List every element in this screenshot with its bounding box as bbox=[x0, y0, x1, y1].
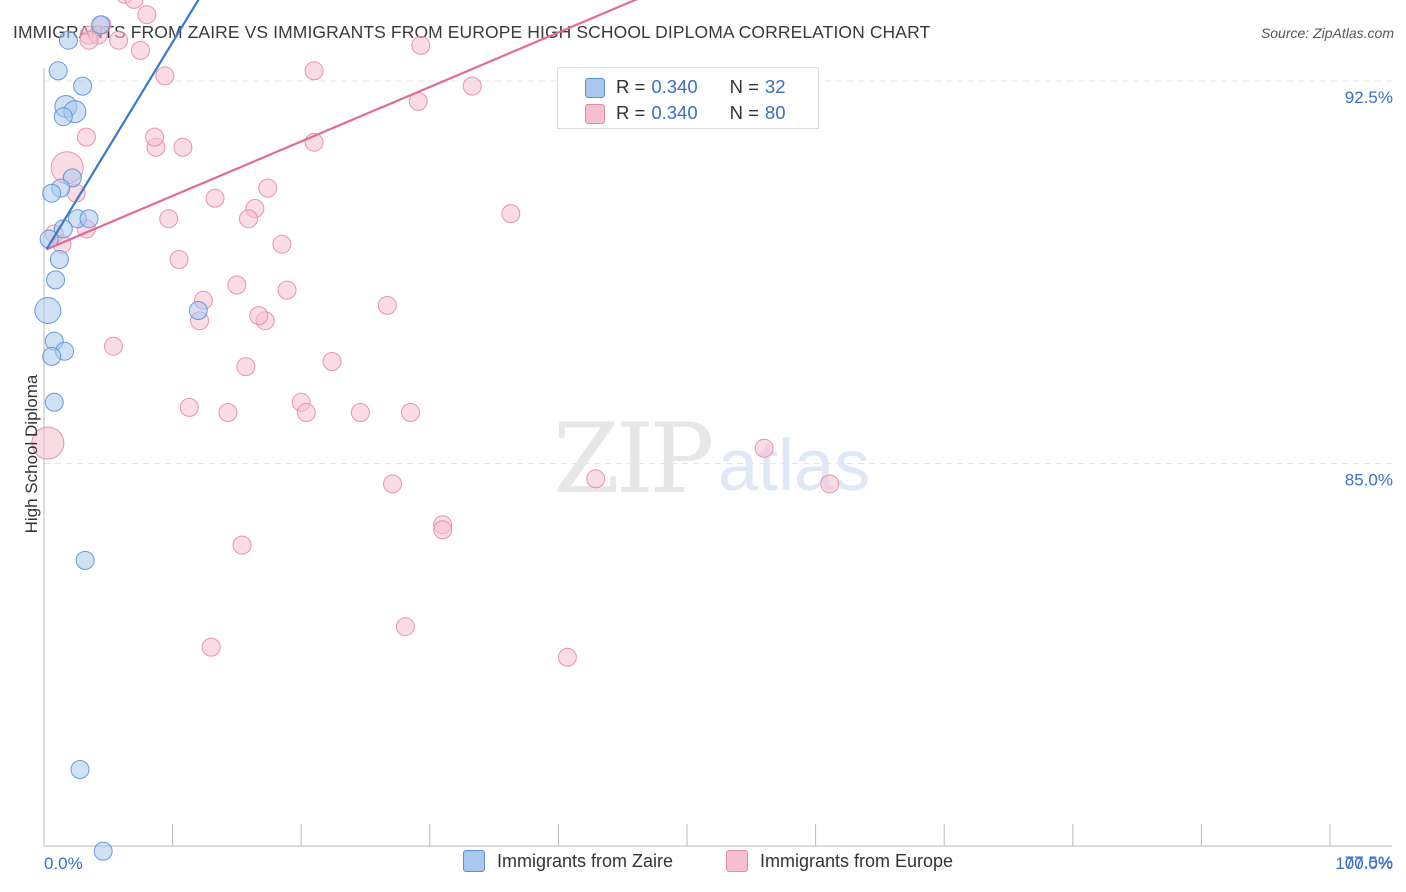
europe-point bbox=[201, 637, 221, 657]
zaire-point bbox=[188, 301, 208, 320]
europe-point bbox=[272, 234, 292, 254]
europe-point bbox=[820, 474, 840, 494]
source-label: Source: ZipAtlas.com bbox=[1260, 25, 1394, 41]
stats-row-zaire: R = 0.340 N = 32 bbox=[585, 74, 786, 100]
europe-point bbox=[109, 30, 129, 50]
europe-point bbox=[433, 520, 453, 540]
r-label: R = bbox=[616, 102, 646, 123]
europe-point bbox=[79, 30, 99, 50]
n-value-europe: 80 bbox=[764, 102, 786, 123]
r-label: R = bbox=[616, 76, 646, 97]
y-tick-label: 92.5% bbox=[1345, 88, 1393, 107]
europe-point bbox=[137, 5, 157, 25]
europe-point bbox=[103, 336, 123, 356]
europe-point bbox=[124, 0, 144, 9]
zaire-point bbox=[93, 841, 113, 861]
y-tick-label: 77.5% bbox=[1345, 853, 1393, 872]
europe-point bbox=[155, 66, 175, 86]
watermark-zip: ZIP bbox=[553, 403, 712, 515]
europe-point bbox=[169, 250, 189, 269]
europe-point bbox=[205, 188, 225, 208]
europe-point bbox=[296, 403, 316, 422]
legend-label-europe: Immigrants from Europe bbox=[760, 850, 954, 871]
europe-point bbox=[179, 397, 199, 417]
europe-point bbox=[238, 209, 258, 229]
europe-point bbox=[501, 204, 521, 224]
r-value-europe: 0.340 bbox=[651, 102, 698, 123]
europe-point bbox=[277, 280, 297, 300]
europe-point bbox=[232, 535, 252, 555]
europe-point bbox=[236, 357, 256, 377]
zaire-point bbox=[49, 250, 69, 269]
zaire-swatch bbox=[585, 78, 605, 98]
y-axis-label: High School Diploma bbox=[22, 374, 41, 534]
europe-point bbox=[31, 426, 65, 460]
zaire-point bbox=[48, 61, 68, 81]
x-tick-labels: 0.0% 100.0% bbox=[44, 854, 1393, 873]
europe-point bbox=[130, 40, 150, 60]
europe-point bbox=[401, 403, 421, 422]
europe-point bbox=[145, 127, 165, 147]
zaire-point bbox=[34, 297, 62, 324]
europe-point bbox=[227, 275, 247, 295]
zaire-trend-line bbox=[45, 0, 200, 250]
europe-point bbox=[462, 76, 482, 96]
zaire-point bbox=[58, 30, 78, 50]
y-tick-label: 85.0% bbox=[1345, 471, 1393, 490]
n-label: N = bbox=[729, 76, 759, 97]
europe-point bbox=[249, 306, 269, 326]
trend-lines bbox=[45, 0, 638, 251]
y-tick-labels: 77.5%85.0%92.5%100.0% bbox=[1345, 88, 1393, 872]
zaire-point bbox=[44, 392, 64, 412]
zaire-point bbox=[42, 183, 62, 203]
europe-point bbox=[377, 295, 397, 315]
europe-point bbox=[218, 403, 238, 422]
zaire-point bbox=[53, 107, 73, 127]
europe-point bbox=[258, 178, 278, 198]
x-tick-label-min: 0.0% bbox=[44, 854, 83, 873]
europe-point bbox=[383, 474, 403, 494]
zaire-point bbox=[70, 760, 90, 779]
zaire-point bbox=[42, 346, 62, 366]
zaire-point bbox=[75, 550, 95, 570]
legend-item-europe[interactable]: Immigrants from Europe bbox=[726, 850, 953, 872]
europe-point bbox=[304, 61, 324, 81]
europe-point bbox=[395, 617, 415, 637]
europe-point bbox=[411, 35, 431, 55]
legend-swatch-zaire bbox=[463, 850, 485, 872]
europe-point bbox=[76, 127, 96, 147]
zaire-point bbox=[79, 209, 99, 229]
europe-point bbox=[557, 647, 577, 667]
europe-point bbox=[586, 469, 606, 489]
series-zaire bbox=[34, 15, 208, 861]
europe-point bbox=[350, 403, 370, 422]
n-label: N = bbox=[729, 102, 759, 123]
chart-title: IMMIGRANTS FROM ZAIRE VS IMMIGRANTS FROM… bbox=[13, 22, 931, 42]
x-tick-label-max: 100.0% bbox=[1335, 854, 1393, 873]
zaire-point bbox=[73, 76, 93, 96]
stats-legend: R = 0.340 N = 32 R = 0.340 N = 80 bbox=[557, 67, 819, 129]
europe-point bbox=[322, 352, 342, 371]
zaire-point bbox=[46, 270, 66, 290]
legend-swatch-europe bbox=[726, 850, 748, 872]
watermark-atlas: atlas bbox=[718, 426, 870, 506]
europe-point bbox=[173, 137, 193, 157]
europe-point bbox=[754, 438, 774, 458]
watermark: ZIP atlas bbox=[553, 403, 870, 515]
zaire-point bbox=[91, 15, 111, 35]
europe-trend-line bbox=[46, 0, 638, 251]
europe-swatch bbox=[585, 104, 605, 124]
legend-label-zaire: Immigrants from Zaire bbox=[497, 850, 674, 871]
bottom-legend: Immigrants from Zaire Immigrants from Eu… bbox=[0, 850, 1406, 878]
legend-item-zaire[interactable]: Immigrants from Zaire bbox=[463, 850, 673, 872]
n-value-zaire: 32 bbox=[764, 76, 786, 97]
r-value-zaire: 0.340 bbox=[651, 76, 698, 97]
stats-row-europe: R = 0.340 N = 80 bbox=[585, 100, 786, 126]
europe-point bbox=[159, 209, 179, 229]
